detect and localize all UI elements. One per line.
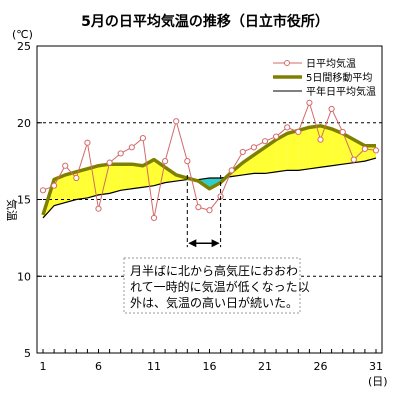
bracket-arrow-left [188,239,197,248]
bracket-arrow-right [211,239,220,248]
normal-series-group [42,157,377,219]
fill-above-normal [242,154,254,175]
data-point-daily [195,204,202,211]
data-point-daily [250,144,257,151]
fill-above-normal [276,133,288,172]
anomaly-fill-group [43,125,376,218]
data-point-daily [317,136,324,143]
data-point-daily [339,128,346,136]
data-point-daily [239,148,246,156]
x-tick-label: 1 [40,360,47,373]
fill-above-normal [320,125,332,168]
data-point-daily [306,99,313,106]
data-point-daily [62,162,69,169]
low-temperature-period-bracket [186,174,222,248]
data-point-daily [228,167,235,174]
fill-above-normal [65,171,77,203]
x-axis-ticks: 1 6 11 16 21 26 31 [40,349,383,373]
series-line-normal [42,157,377,219]
data-point-daily [84,139,91,146]
fill-above-normal [298,127,310,171]
data-point-daily [273,133,280,140]
data-point-daily [261,138,269,145]
fill-above-normal [287,130,299,171]
fill-above-normal [331,128,343,166]
fill-above-normal [76,168,88,200]
y-axis-ticks: 5 10 15 20 25 [17,40,42,360]
fill-above-normal [109,164,121,194]
y-tick-label: 25 [17,40,31,53]
legend-label-normal: 平年日平均気温 [306,85,376,98]
fill-above-normal [142,159,154,188]
x-tick-label: 31 [369,360,383,373]
data-point-daily [328,105,335,113]
data-point-daily [117,150,124,157]
data-point-daily [284,124,291,131]
x-tick-label: 16 [203,360,217,373]
y-tick-label: 15 [17,194,31,207]
y-axis-label: 気温 [5,199,19,221]
daily-series-group [39,99,380,222]
annotation-line-2: れて一時的に気温が低くなった以 [130,279,310,294]
data-point-daily [51,182,58,189]
x-tick-label: 11 [147,360,161,373]
data-point-daily [350,156,357,163]
annotation-line-3: 外は、気温の高い日が続いた。 [130,295,298,310]
data-point-daily [139,135,146,142]
x-tick-label: 26 [314,360,328,373]
legend-label-daily: 日平均気温 [306,57,356,70]
data-point-daily [128,144,135,151]
y-tick-label: 10 [17,270,31,283]
fill-above-normal [265,139,277,174]
fill-above-normal [54,174,66,206]
data-point-daily [106,159,113,166]
data-point-daily [372,147,380,154]
data-point-daily [73,174,80,182]
fill-above-normal [120,164,132,191]
annotation-box [123,257,301,314]
data-point-daily [206,207,213,214]
data-point-daily [162,158,169,165]
data-point-daily [295,128,302,136]
x-unit-label: (日) [368,375,388,388]
series-line-moving-average [41,124,376,216]
fill-above-normal [309,125,321,169]
annotation-line-1: 月半ばに北から高気圧におおわ [130,263,298,278]
y-unit-label: (℃) [12,28,33,41]
chart-title: 5月の日平均気温の推移（日立市役所） [81,13,329,30]
fill-above-normal [342,133,354,165]
data-point-daily [95,205,102,212]
fill-above-normal [87,165,99,198]
legend: 日平均気温 5日間移動平均 平年日平均気温 [268,54,380,99]
legend-label-moving-average: 5日間移動平均 [306,71,372,84]
annotation: 月半ばに北から高気圧におおわ れて一時的に気温が低くなった以 外は、気温の高い日… [123,257,310,314]
data-point-daily [39,187,47,194]
data-point-daily [361,145,368,152]
data-point-daily [184,158,191,165]
data-point-daily [150,214,158,222]
y-tick-label: 20 [17,117,31,130]
legend-marker-daily [284,60,290,66]
x-tick-label: 21 [258,360,272,373]
data-point-daily [173,118,180,125]
x-tick-label: 6 [95,360,102,373]
y-tick-label: 5 [24,347,31,360]
fill-above-normal [131,164,143,189]
fill-above-normal [98,164,110,195]
moving-average-series-group [41,124,376,216]
